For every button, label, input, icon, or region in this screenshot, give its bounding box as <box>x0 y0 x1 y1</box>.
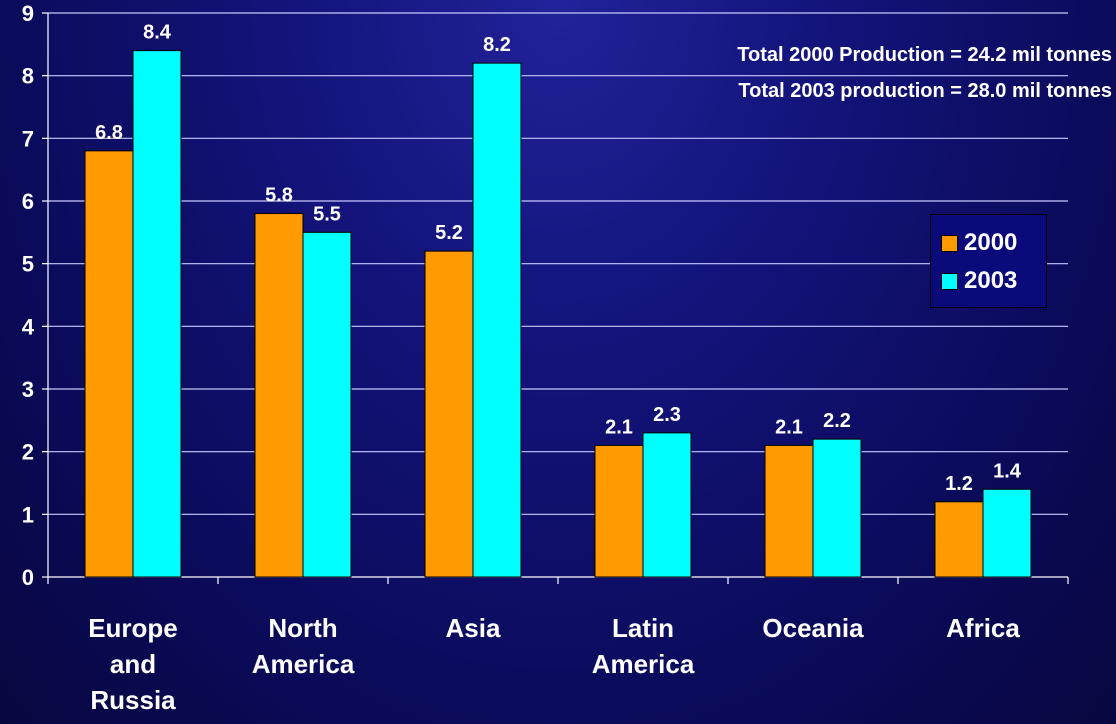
x-category-label: Europe <box>88 613 178 643</box>
x-category-label: Africa <box>946 613 1020 643</box>
y-tick-label: 6 <box>22 189 34 214</box>
x-category-label: America <box>592 649 695 679</box>
legend-label-2000: 2000 <box>964 229 1018 256</box>
y-axis: 0 1 2 3 4 5 6 7 8 9 <box>22 1 49 590</box>
bar-2000-4 <box>764 444 814 578</box>
data-label-2003-3: 2.3 <box>653 404 681 426</box>
y-tick-label: 7 <box>22 126 34 151</box>
y-tick-label: 2 <box>22 440 34 465</box>
data-labels: 6.8 8.4 5.8 5.5 5.2 8.2 2.1 2.3 2.1 2.2 1.2 1.4 <box>95 22 1022 495</box>
x-category-label: North <box>268 613 337 643</box>
x-category-label: and <box>110 649 156 679</box>
legend: 2000 2003 <box>930 214 1047 308</box>
bar-2003-5 <box>982 488 1032 578</box>
x-category-label: America <box>252 649 355 679</box>
bar-2000-0 <box>84 150 134 578</box>
legend-swatch-2003 <box>941 272 958 290</box>
data-label-2000-5: 1.2 <box>945 473 973 495</box>
bar-2003-1 <box>302 231 352 578</box>
y-tick-label: 3 <box>22 377 34 402</box>
x-category-label: Russia <box>90 685 176 715</box>
data-label-2000-4: 2.1 <box>775 416 803 438</box>
y-tick-label: 1 <box>22 502 34 527</box>
bar-2003-0 <box>132 50 182 578</box>
bar-2000-2 <box>424 250 474 578</box>
data-label-2003-2: 8.2 <box>483 34 511 56</box>
data-label-2003-5: 1.4 <box>993 460 1022 482</box>
x-axis-labels: Europe and Russia North America Asia Latin Amer… <box>88 613 1020 715</box>
bar-2000-1 <box>254 213 304 578</box>
bar-2003-4 <box>812 438 862 578</box>
legend-label-2003: 2003 <box>964 267 1018 294</box>
data-label-2000-1: 5.8 <box>265 185 293 207</box>
data-label-2003-4: 2.2 <box>823 410 851 432</box>
data-label-2000-0: 6.8 <box>95 122 123 144</box>
x-axis <box>47 576 1069 584</box>
annotation-total-2000: Total 2000 Production = 24.2 mil tonnes <box>737 44 1112 66</box>
x-category-label: Oceania <box>762 613 864 643</box>
annotation-total-2003: Total 2003 production = 28.0 mil tonnes <box>738 80 1112 102</box>
bar-2003-2 <box>472 62 522 578</box>
y-tick-label: 4 <box>22 314 35 339</box>
x-category-label: Latin <box>612 613 674 643</box>
data-label-2000-2: 5.2 <box>435 222 463 244</box>
data-label-2003-0: 8.4 <box>143 22 172 44</box>
legend-item-2003: 2003 <box>941 266 1017 296</box>
y-tick-label: 5 <box>22 252 34 277</box>
x-category-label: Asia <box>446 613 501 643</box>
legend-item-2000: 2000 <box>941 228 1017 258</box>
gridlines <box>48 12 1068 515</box>
data-label-2000-3: 2.1 <box>605 416 633 438</box>
bar-2000-5 <box>934 501 984 578</box>
bar-2000-3 <box>594 444 644 578</box>
bars <box>84 50 1032 578</box>
y-tick-label: 8 <box>22 64 34 89</box>
bar-2003-3 <box>642 432 692 578</box>
y-tick-label: 0 <box>22 565 34 590</box>
data-label-2003-1: 5.5 <box>313 203 341 225</box>
y-tick-label: 9 <box>22 1 34 26</box>
legend-swatch-2000 <box>941 234 958 252</box>
